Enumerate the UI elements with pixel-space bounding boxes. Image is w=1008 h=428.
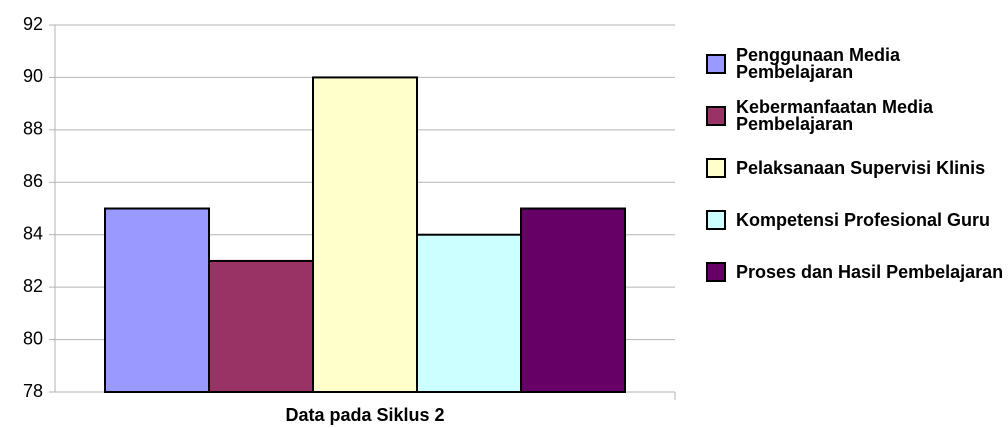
y-tick-label: 80 bbox=[23, 328, 43, 348]
legend-label: Kebermanfaatan Media Pembelajaran bbox=[736, 97, 934, 134]
y-tick-label: 86 bbox=[23, 171, 43, 191]
legend-item: Proses dan Hasil Pembelajaran bbox=[706, 246, 1006, 298]
bar bbox=[520, 207, 626, 393]
legend-swatch bbox=[706, 262, 726, 282]
y-tick-label: 82 bbox=[23, 276, 43, 296]
legend-item: Penggunaan Media Pembelajaran bbox=[706, 38, 1006, 90]
legend-label: Kompetensi Profesional Guru bbox=[736, 209, 991, 230]
bar bbox=[104, 207, 210, 393]
legend-swatch bbox=[706, 106, 726, 126]
bar bbox=[312, 76, 418, 394]
y-tick-label: 78 bbox=[23, 381, 43, 401]
legend-item: Pelaksanaan Supervisi Klinis bbox=[706, 142, 1006, 194]
legend: Penggunaan Media Pembelajaran Kebermanfaa… bbox=[706, 38, 1006, 298]
legend-label: Pelaksanaan Supervisi Klinis bbox=[736, 157, 986, 178]
y-tick-label: 90 bbox=[23, 66, 43, 86]
bar bbox=[208, 259, 314, 393]
legend-swatch bbox=[706, 158, 726, 178]
legend-label: Penggunaan Media Pembelajaran bbox=[736, 45, 901, 82]
legend-item: Kebermanfaatan Media Pembelajaran bbox=[706, 90, 1006, 142]
y-tick-label: 92 bbox=[23, 14, 43, 34]
y-tick-label: 84 bbox=[23, 223, 43, 243]
legend-swatch bbox=[706, 210, 726, 230]
legend-label: Proses dan Hasil Pembelajaran bbox=[736, 261, 1004, 282]
legend-swatch bbox=[706, 54, 726, 74]
y-tick-label: 88 bbox=[23, 119, 43, 139]
bar bbox=[416, 233, 522, 393]
legend-item: Kompetensi Profesional Guru bbox=[706, 194, 1006, 246]
x-tick-label: Data pada Siklus 2 bbox=[285, 405, 444, 425]
